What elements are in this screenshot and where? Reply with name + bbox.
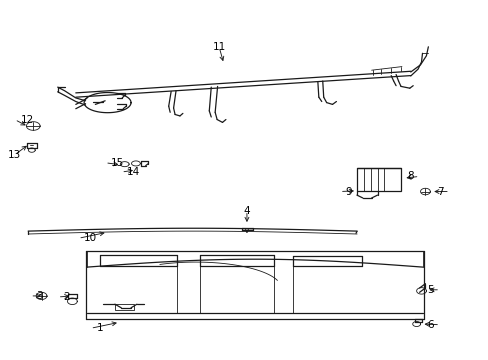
Text: 8: 8 bbox=[406, 171, 413, 181]
Text: 14: 14 bbox=[127, 167, 140, 177]
Text: 3: 3 bbox=[36, 291, 43, 301]
Text: 1: 1 bbox=[96, 323, 103, 333]
Text: 11: 11 bbox=[212, 42, 225, 52]
Text: 15: 15 bbox=[111, 158, 124, 168]
Text: 9: 9 bbox=[345, 186, 352, 197]
Text: 7: 7 bbox=[436, 186, 443, 197]
Bar bbox=[115, 304, 134, 310]
Text: 2: 2 bbox=[63, 292, 70, 302]
Text: 13: 13 bbox=[8, 150, 21, 160]
FancyBboxPatch shape bbox=[356, 168, 400, 191]
Text: 10: 10 bbox=[84, 233, 97, 243]
Text: 12: 12 bbox=[20, 114, 34, 125]
Text: 6: 6 bbox=[427, 320, 433, 330]
Text: 4: 4 bbox=[243, 206, 250, 216]
Text: 5: 5 bbox=[427, 285, 433, 295]
